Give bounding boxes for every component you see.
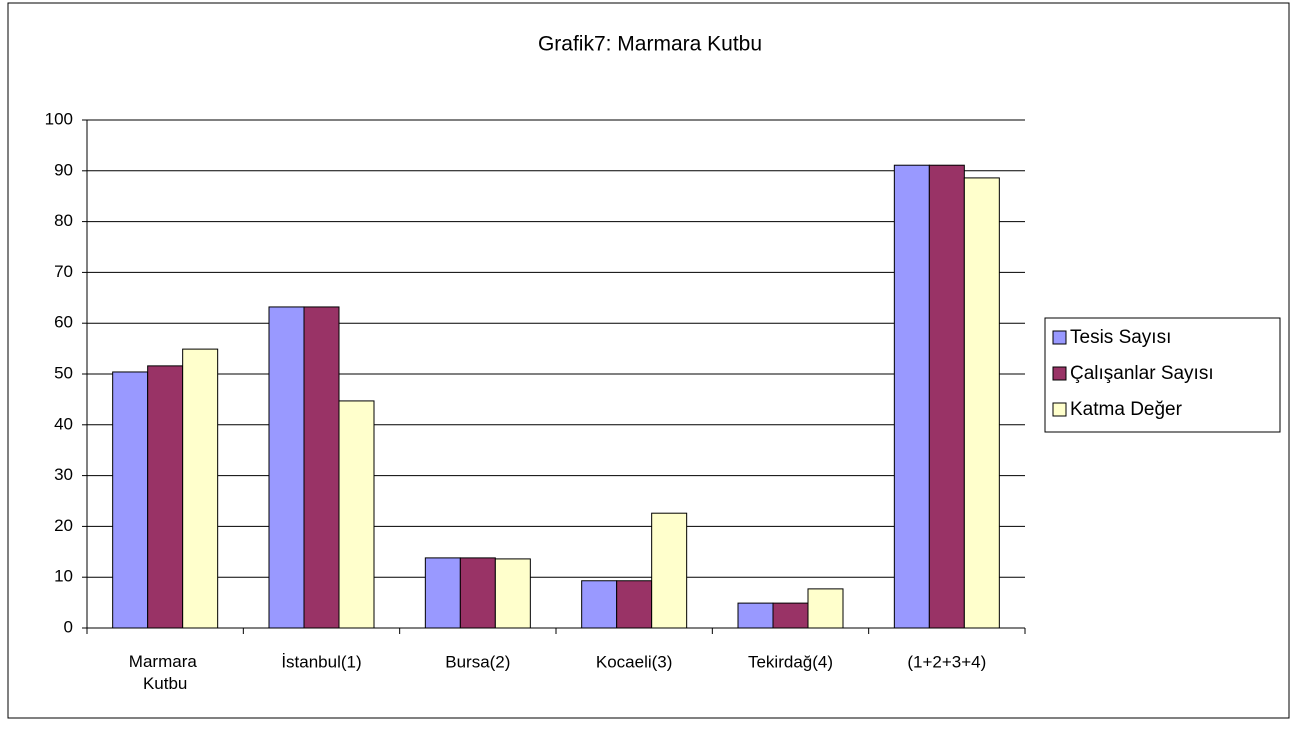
y-tick-label: 60	[54, 313, 73, 332]
x-tick-label: Marmara Kutbu	[129, 652, 202, 693]
bar	[424, 557, 461, 629]
bar	[737, 602, 774, 629]
legend-label: Katma Değer	[1070, 399, 1183, 420]
chart-title: Grafik7: Marmara Kutbu	[538, 33, 762, 56]
y-tick-label: 90	[54, 160, 73, 179]
y-tick-label: 80	[54, 211, 73, 230]
y-tick-label: 40	[54, 414, 73, 433]
y-tick-label: 100	[45, 109, 73, 128]
bar	[616, 580, 653, 629]
legend-label: Tesis Sayısı	[1070, 327, 1171, 348]
bar	[807, 588, 844, 629]
bar	[651, 512, 688, 629]
legend-swatch	[1052, 330, 1067, 345]
y-tick-label: 70	[54, 262, 73, 281]
bar	[772, 602, 809, 629]
x-tick-label: (1+2+3+4)	[907, 652, 986, 671]
x-tick-label: Tekirdağ(4)	[748, 652, 833, 671]
bar	[303, 306, 340, 629]
bar	[147, 365, 184, 629]
bar	[963, 177, 1000, 629]
y-tick-label: 50	[54, 363, 73, 382]
bar	[268, 306, 305, 629]
bar	[581, 580, 618, 629]
y-tick-label: 10	[54, 567, 73, 586]
legend-label: Çalışanlar Sayısı	[1070, 363, 1214, 384]
bar	[928, 164, 965, 629]
bar	[182, 348, 219, 629]
y-tick-label: 0	[64, 617, 73, 636]
y-tick-label: 30	[54, 465, 73, 484]
bar	[893, 164, 930, 629]
legend-swatch	[1052, 366, 1067, 381]
bar	[494, 558, 531, 629]
legend-swatch	[1052, 402, 1067, 417]
x-tick-label: İstanbul(1)	[281, 652, 361, 671]
bar	[338, 400, 375, 629]
x-tick-label: Kocaeli(3)	[596, 652, 673, 671]
bar	[112, 371, 149, 629]
x-tick-label: Bursa(2)	[445, 652, 510, 671]
legend-box	[1044, 317, 1281, 433]
bar	[459, 557, 496, 629]
y-tick-label: 20	[54, 516, 73, 535]
